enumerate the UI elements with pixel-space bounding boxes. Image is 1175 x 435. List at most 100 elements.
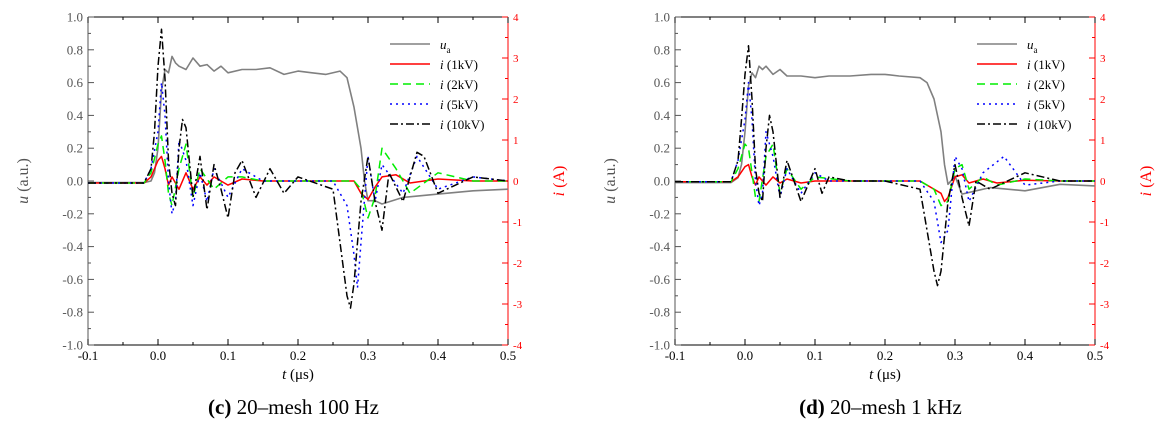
series-line-1 [675,163,1095,203]
x-tick-label: 0.0 [737,348,753,363]
y-left-tick-label: -0.2 [62,206,83,221]
legend-text: (2kV) [444,77,478,92]
legend-label: i (5kV) [440,97,478,112]
legend-label: i (1kV) [1027,57,1065,72]
x-axis-title: t (μs) [869,367,901,383]
x-tick-label: -0.1 [78,348,99,363]
x-axis-unit: (μs) [286,367,314,383]
legend-text: (2kV) [1031,77,1065,92]
y-right-tick-label: 0 [1100,176,1106,188]
x-tick-label: 0.3 [360,348,376,363]
y-left-tick-label: 0.4 [67,108,84,123]
chart-svg: -0.1 0.0 0.1 0.2 0.3 0.4 0.5 -1.0 -0.8 -0.6 -0.4 -0… [602,10,1155,384]
y-left-axis-symbol: u [15,196,32,204]
y-right-tick-label: 1 [513,135,519,147]
y-left-tick-label: 1.0 [67,10,83,25]
legend-label: i (10kV) [440,117,484,132]
chart-panel-c: -0.1 0.0 0.1 0.2 0.3 0.4 0.5 -1.0 -0.8 -0.6 -0.4 -0… [0,0,587,435]
y-left-tick-label: 0.2 [654,141,670,156]
series-line-2 [88,135,508,219]
legend-text: (1kV) [444,57,478,72]
y-left-tick-label: 0.2 [67,141,83,156]
legend-text: (10kV) [444,117,485,132]
series-line-1 [88,155,508,201]
y-right-axis-unit: (A) [551,166,568,192]
legend-label: i (2kV) [1027,77,1065,92]
y-left-tick-label: -0.6 [649,272,670,287]
y-right-tick-label: -4 [1100,340,1110,352]
legend-symbol: i [1027,117,1031,132]
y-left-tick-label: -0.4 [62,239,83,254]
y-right-axis-unit: (A) [1138,166,1155,192]
legend-symbol: i [440,97,444,112]
y-right-tick-label: 0 [513,176,519,188]
legend-label: i (2kV) [440,77,478,92]
y-right-tick-label: -3 [1100,299,1110,311]
legend-label: i (10kV) [1027,117,1071,132]
x-axis-symbol: t [282,367,287,383]
chart-svg: -0.1 0.0 0.1 0.2 0.3 0.4 0.5 -1.0 -0.8 -0.6 -0.4 -0… [15,10,568,384]
caption-text: 20–mesh 1 kHz [824,395,962,419]
y-right-tick-label: -3 [513,299,523,311]
y-left-axis-title: u (a.u.) [15,158,32,204]
x-tick-label: 0.2 [877,348,893,363]
x-tick-label: 0.2 [290,348,306,363]
x-axis-symbol: t [869,367,874,383]
legend-text: (5kV) [1031,97,1065,112]
legend-label: ua [1027,37,1038,55]
y-left-tick-label: 1.0 [654,10,670,25]
series-line-4 [88,28,508,309]
y-right-tick-label: 3 [1100,53,1106,65]
x-tick-label: 0.0 [150,348,166,363]
y-left-tick-label: 0.6 [654,75,671,90]
y-left-axis-title: u (a.u.) [602,158,619,204]
y-left-tick-label: 0.6 [67,75,84,90]
legend-symbol: i [440,57,444,72]
x-tick-label: 0.3 [947,348,963,363]
y-right-tick-label: -1 [513,217,522,229]
x-tick-label: 0.1 [220,348,236,363]
x-tick-label: -0.1 [665,348,686,363]
series-line-3 [88,81,508,289]
y-left-axis-unit: (a.u.) [602,158,619,196]
legend-label: ua [440,37,451,55]
legend-text: (5kV) [444,97,478,112]
y-right-axis-title: i (A) [1138,166,1155,197]
y-right-axis-title: i (A) [551,166,568,197]
y-left-tick-label: 0.4 [654,108,671,123]
legend-label: i (5kV) [1027,97,1065,112]
chart-caption: (d) 20–mesh 1 kHz [587,395,1174,420]
y-left-tick-label: -0.8 [649,305,670,320]
y-left-tick-label: 0.0 [654,174,670,189]
y-right-axis-symbol: i [1138,192,1155,196]
legend-label: i (1kV) [440,57,478,72]
y-right-tick-label: -2 [1100,258,1109,270]
x-axis-unit: (μs) [873,367,901,383]
y-left-tick-label: 0.0 [67,174,83,189]
y-right-tick-label: 4 [1100,12,1106,24]
legend-subscript: a [1034,45,1038,55]
legend-symbol: i [1027,97,1031,112]
y-right-axis-symbol: i [551,192,568,196]
y-left-tick-label: -1.0 [649,338,670,353]
legend-symbol: i [1027,57,1031,72]
legend-symbol: i [1027,77,1031,92]
y-right-tick-label: -1 [1100,217,1109,229]
series-line-4 [675,44,1095,287]
y-left-tick-label: 0.8 [654,42,670,57]
caption-label: (d) [799,395,825,419]
y-left-tick-label: 0.8 [67,42,83,57]
x-tick-label: 0.5 [1087,348,1103,363]
chart-caption: (c) 20–mesh 100 Hz [0,395,587,420]
y-left-tick-label: -0.4 [649,239,670,254]
legend-symbol: i [440,77,444,92]
y-right-tick-label: 2 [1100,94,1106,106]
x-axis-title: t (μs) [282,367,314,383]
y-right-tick-label: 2 [513,94,519,106]
x-tick-label: 0.5 [500,348,516,363]
y-right-tick-label: 4 [513,12,519,24]
y-left-tick-label: -0.8 [62,305,83,320]
y-right-tick-label: -4 [513,340,523,352]
legend-symbol: u [1027,37,1034,52]
legend-text: (10kV) [1031,117,1072,132]
